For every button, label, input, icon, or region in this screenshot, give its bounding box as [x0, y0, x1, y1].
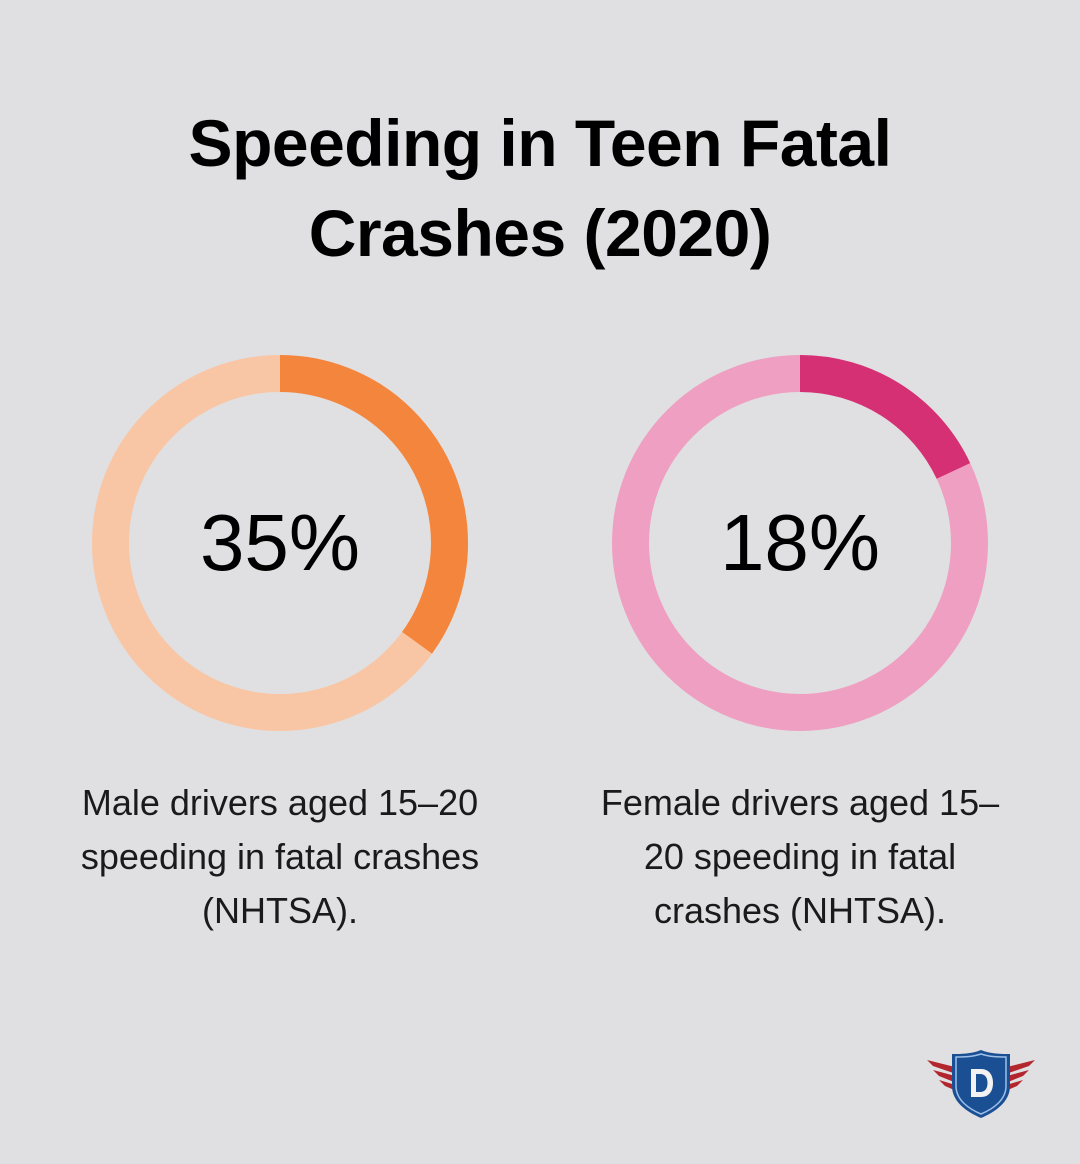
caption-female-line: Female drivers aged 15– — [600, 782, 1000, 823]
title-line-2: Crashes (2020) — [308, 196, 772, 270]
title-line-1: Speeding in Teen Fatal — [188, 106, 892, 180]
donut-male-ring — [92, 355, 468, 731]
donut-female: 18% — [612, 355, 988, 731]
chart-title: Speeding in Teen Fatal Crashes (2020) — [0, 98, 1080, 278]
caption-male-line: speeding in fatal crashes — [80, 836, 480, 877]
caption-female-line: 20 speeding in fatal — [643, 836, 957, 877]
caption-female-line: crashes (NHTSA). — [653, 890, 947, 931]
shield-wings-logo-icon — [925, 1048, 1037, 1120]
caption-male: Male drivers aged 15–20 speeding in fata… — [45, 776, 515, 938]
donut-female-ring — [612, 355, 988, 731]
donut-male-value: 35% — [199, 498, 361, 587]
caption-male-line: Male drivers aged 15–20 — [81, 782, 479, 823]
logo-letter-d — [971, 1069, 993, 1097]
donut-female-value: 18% — [719, 498, 881, 587]
donut-male: 35% — [92, 355, 468, 731]
caption-female: Female drivers aged 15– 20 speeding in f… — [565, 776, 1035, 938]
caption-male-line: (NHTSA). — [202, 890, 358, 931]
